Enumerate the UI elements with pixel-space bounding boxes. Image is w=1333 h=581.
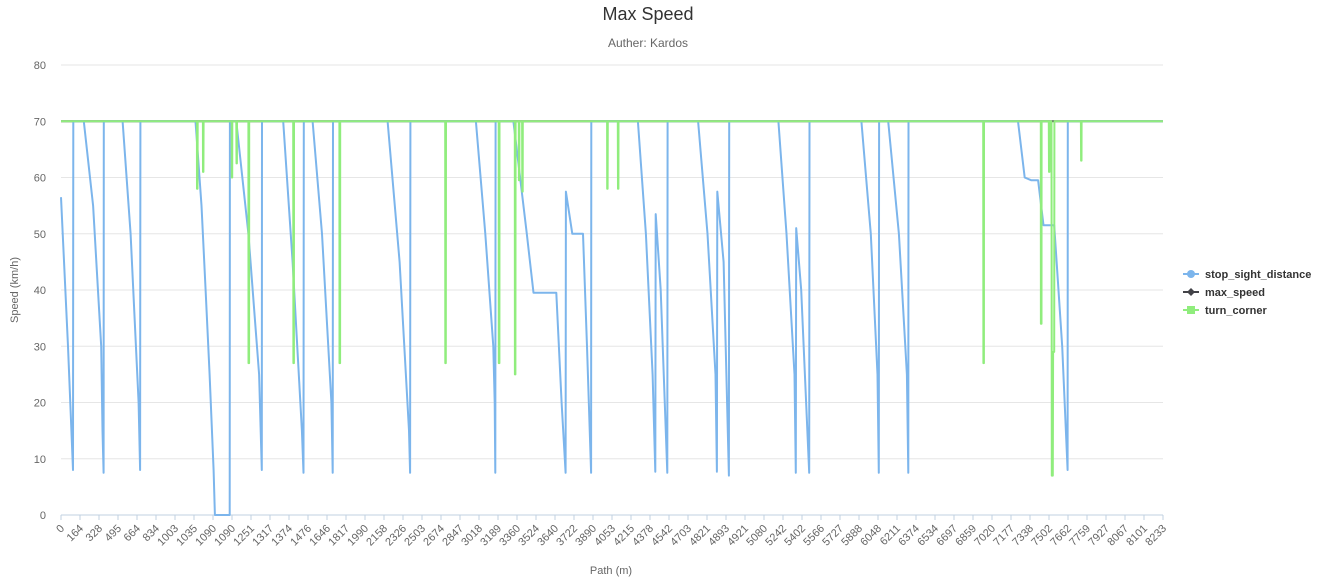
x-tick-label: 1090 [212, 523, 238, 549]
x-tick-label: 5888 [839, 523, 865, 549]
chart-subtitle: Auther: Kardos [608, 36, 688, 50]
x-tick-label: 3360 [497, 523, 523, 549]
y-axis-title: Speed (km/h) [9, 257, 21, 323]
legend-diamond-marker [1187, 288, 1195, 296]
x-tick-label: 3890 [573, 523, 599, 549]
x-tick-label: 7338 [1010, 523, 1036, 549]
x-tick-label: 1317 [250, 523, 276, 549]
legend-item-max-speed[interactable]: max_speed [1183, 287, 1265, 299]
legend-circle-marker [1187, 270, 1195, 278]
x-tick-label: 6697 [934, 523, 960, 549]
y-tick-label: 40 [34, 285, 46, 297]
x-tick-label: 4893 [706, 523, 732, 549]
series-line-stop-sight-distance[interactable] [60, 120, 1163, 516]
x-tick-label: 1090 [193, 523, 219, 549]
chart-title: Max Speed [602, 4, 693, 24]
x-tick-label: 8067 [1105, 523, 1131, 549]
x-tick-label: 7759 [1067, 523, 1093, 549]
x-tick-label: 1990 [345, 523, 371, 549]
y-tick-label: 30 [34, 341, 46, 353]
x-tick-label: 4921 [725, 523, 751, 549]
x-tick-label: 5080 [744, 523, 770, 549]
x-tick-label: 3524 [516, 523, 542, 549]
x-tick-label: 7020 [972, 523, 998, 549]
x-tick-label: 664 [122, 523, 143, 544]
x-tick-label: 6859 [953, 523, 979, 549]
grid-lines [61, 64, 1163, 516]
x-axis-ticks: 0164328495664834100310351090109012511317… [54, 515, 1169, 548]
x-tick-label: 2847 [440, 523, 466, 549]
y-tick-label: 80 [34, 60, 46, 72]
x-tick-label: 1003 [155, 523, 181, 549]
legend-label: stop_sight_distance [1205, 269, 1311, 281]
legend-item-stop-sight-distance[interactable]: stop_sight_distance [1183, 269, 1311, 281]
x-tick-label: 6048 [858, 523, 884, 549]
x-tick-label: 3722 [554, 523, 580, 549]
x-tick-label: 5402 [782, 523, 808, 549]
x-tick-label: 4378 [630, 523, 656, 549]
x-tick-label: 2674 [421, 523, 447, 549]
x-tick-label: 3189 [478, 523, 504, 549]
y-tick-label: 0 [40, 510, 46, 522]
x-tick-label: 7662 [1048, 523, 1074, 549]
x-tick-label: 7502 [1029, 523, 1055, 549]
legend-square-marker [1187, 306, 1195, 314]
x-tick-label: 2503 [402, 523, 428, 549]
x-tick-label: 3640 [535, 523, 561, 549]
y-tick-label: 50 [34, 229, 46, 241]
x-tick-label: 4542 [649, 523, 675, 549]
y-tick-label: 60 [34, 173, 46, 185]
x-tick-label: 164 [65, 523, 86, 544]
x-tick-label: 1646 [307, 523, 333, 549]
x-tick-label: 7177 [991, 523, 1017, 549]
x-tick-label: 4215 [611, 523, 637, 549]
series-line-turn-corner[interactable] [61, 120, 1163, 477]
x-tick-label: 1476 [288, 523, 314, 549]
x-tick-label: 7927 [1086, 523, 1112, 549]
y-tick-label: 70 [34, 116, 46, 128]
x-tick-label: 4821 [687, 523, 713, 549]
x-tick-label: 3018 [459, 523, 485, 549]
legend: stop_sight_distance max_speed turn_corner [1183, 269, 1311, 317]
x-tick-label: 6534 [915, 523, 941, 549]
x-tick-label: 5566 [801, 523, 827, 549]
x-tick-label: 328 [84, 523, 105, 544]
x-tick-label: 0 [54, 523, 67, 536]
x-tick-label: 6374 [896, 523, 922, 549]
series-layer [60, 120, 1163, 516]
x-tick-label: 5242 [763, 523, 789, 549]
legend-item-turn-corner[interactable]: turn_corner [1183, 305, 1267, 317]
x-tick-label: 1035 [174, 523, 200, 549]
x-tick-label: 4703 [668, 523, 694, 549]
y-tick-label: 20 [34, 398, 46, 410]
x-tick-label: 4053 [592, 523, 618, 549]
x-tick-label: 2326 [383, 523, 409, 549]
x-tick-label: 495 [103, 523, 124, 544]
legend-label: max_speed [1205, 287, 1265, 299]
x-tick-label: 8101 [1124, 523, 1150, 549]
y-axis-ticks: 0 10 20 30 40 50 60 70 80 [34, 60, 46, 522]
y-tick-label: 10 [34, 454, 46, 466]
x-tick-label: 1374 [269, 523, 295, 549]
x-axis-title: Path (m) [590, 565, 632, 577]
legend-label: turn_corner [1205, 305, 1267, 317]
x-tick-label: 1817 [326, 523, 352, 549]
x-tick-label: 8233 [1143, 523, 1169, 549]
x-tick-label: 5727 [820, 523, 846, 549]
x-tick-label: 2158 [364, 523, 390, 549]
x-tick-label: 1251 [231, 523, 257, 549]
